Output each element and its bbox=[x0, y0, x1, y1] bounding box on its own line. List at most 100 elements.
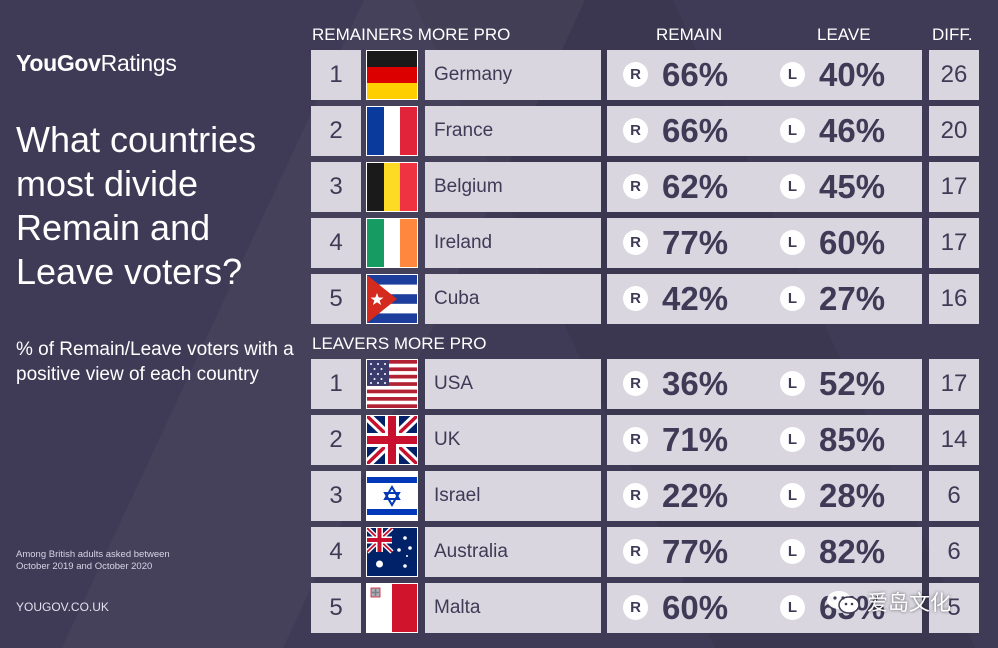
table-row: 2 UK R 71% L 85% 14 bbox=[0, 415, 998, 465]
section-title-leavers: LEAVERS MORE PRO bbox=[312, 334, 487, 353]
remain-value: 66% bbox=[662, 56, 729, 93]
watermark-text: 爱岛文化 bbox=[867, 592, 951, 615]
diff-value: 17 bbox=[929, 218, 979, 268]
country-name: Cuba bbox=[425, 274, 601, 324]
diff-value: 6 bbox=[929, 527, 979, 577]
column-header-remain: REMAIN bbox=[656, 25, 723, 44]
usa-flag bbox=[366, 359, 418, 409]
values-cell: R 36% L 52% bbox=[607, 359, 922, 409]
table-row: 1 USA R 36% L 52% 17 bbox=[0, 359, 998, 409]
logo-bold: YouGov bbox=[16, 50, 101, 76]
methodology-note: Among British adults asked between Octob… bbox=[16, 549, 170, 572]
table-row: 5 Cuba R 42% L 27% 16 bbox=[0, 274, 998, 324]
leave-value: 40% bbox=[819, 56, 886, 93]
leave-badge-icon: L bbox=[780, 427, 805, 452]
leave-value: 45% bbox=[819, 168, 886, 205]
diff-value: 5 bbox=[929, 583, 979, 633]
values-cell: R 71% L 85% bbox=[607, 415, 922, 465]
cuba-flag bbox=[366, 274, 418, 324]
rank-cell: 4 bbox=[311, 218, 361, 268]
table-row: 4 Ireland R 77% L 60% 17 bbox=[0, 218, 998, 268]
germany-flag bbox=[366, 50, 418, 100]
diff-value: 14 bbox=[929, 415, 979, 465]
site-link[interactable]: YOUGOV.CO.UK bbox=[16, 600, 109, 614]
values-cell: R 66% L 46% bbox=[607, 106, 922, 156]
remain-value: 66% bbox=[662, 112, 729, 149]
remain-badge-icon: R bbox=[623, 595, 648, 620]
rank-cell: 2 bbox=[311, 415, 361, 465]
leave-value: 85% bbox=[819, 421, 886, 458]
rank-cell: 3 bbox=[311, 162, 361, 212]
remain-value: 77% bbox=[662, 533, 729, 570]
leave-value: 52% bbox=[819, 365, 886, 402]
country-name: Malta bbox=[425, 583, 601, 633]
leave-value: 82% bbox=[819, 533, 886, 570]
leave-badge-icon: L bbox=[780, 62, 805, 87]
country-name: UK bbox=[425, 415, 601, 465]
leave-badge-icon: L bbox=[780, 371, 805, 396]
remain-badge-icon: R bbox=[623, 539, 648, 564]
rank-cell: 5 bbox=[311, 274, 361, 324]
remain-value: 71% bbox=[662, 421, 729, 458]
values-cell: R60%L65% bbox=[607, 583, 922, 633]
belgium-flag bbox=[366, 162, 418, 212]
remain-badge-icon: R bbox=[623, 483, 648, 508]
malta-flag bbox=[366, 583, 418, 633]
leave-badge-icon: L bbox=[780, 118, 805, 143]
leave-value: 46% bbox=[819, 112, 886, 149]
diff-value: 26 bbox=[929, 50, 979, 100]
chart-subtitle: % of Remain/Leave voters with a positive… bbox=[16, 339, 294, 385]
australia-flag bbox=[366, 527, 418, 577]
rank-cell: 1 bbox=[311, 50, 361, 100]
column-header-leave: LEAVE bbox=[817, 25, 871, 44]
values-cell: R 22% L 28% bbox=[607, 471, 922, 521]
values-cell: R 62% L 45% bbox=[607, 162, 922, 212]
diff-value: 16 bbox=[929, 274, 979, 324]
leave-badge-icon: L bbox=[780, 286, 805, 311]
diff-value: 6 bbox=[929, 471, 979, 521]
remain-value: 22% bbox=[662, 477, 729, 514]
remain-value: 62% bbox=[662, 168, 729, 205]
uk-flag bbox=[366, 415, 418, 465]
remain-badge-icon: R bbox=[623, 371, 648, 396]
table-row: 3 Belgium R 62% L 45% 17 bbox=[0, 162, 998, 212]
remain-value: 42% bbox=[662, 280, 729, 317]
leave-value: 27% bbox=[819, 280, 886, 317]
country-name: France bbox=[425, 106, 601, 156]
leave-value: 60% bbox=[819, 224, 886, 261]
rank-cell: 5 bbox=[311, 583, 361, 633]
rank-cell: 1 bbox=[311, 359, 361, 409]
diff-value: 17 bbox=[929, 162, 979, 212]
yougov-ratings-logo: YouGovRatings bbox=[16, 50, 177, 77]
values-cell: R 66% L 40% bbox=[607, 50, 922, 100]
diff-value: 20 bbox=[929, 106, 979, 156]
table-row: 1 Germany R 66% L 40% 26 bbox=[0, 50, 998, 100]
country-name: Belgium bbox=[425, 162, 601, 212]
leave-value: 28% bbox=[819, 477, 886, 514]
france-flag bbox=[366, 106, 418, 156]
logo-light: Ratings bbox=[100, 50, 177, 76]
rank-cell: 2 bbox=[311, 106, 361, 156]
remain-badge-icon: R bbox=[623, 174, 648, 199]
watermark: 爱岛文化 bbox=[825, 587, 951, 617]
table-row: 2 France R 66% L 46% 20 bbox=[0, 106, 998, 156]
country-name: USA bbox=[425, 359, 601, 409]
country-name: Australia bbox=[425, 527, 601, 577]
values-cell: R 77% L 82% bbox=[607, 527, 922, 577]
israel-flag bbox=[366, 471, 418, 521]
column-header-diff: DIFF. bbox=[932, 25, 973, 44]
remain-value: 60% bbox=[662, 589, 729, 626]
table-row: 3 Israel R 22% L 28% 6 bbox=[0, 471, 998, 521]
remain-value: 36% bbox=[662, 365, 729, 402]
remain-badge-icon: R bbox=[623, 118, 648, 143]
leave-badge-icon: L bbox=[780, 539, 805, 564]
leave-badge-icon: L bbox=[780, 230, 805, 255]
page-title: What countries most divide Remain and Le… bbox=[16, 119, 257, 292]
remain-value: 77% bbox=[662, 224, 729, 261]
leave-badge-icon: L bbox=[780, 483, 805, 508]
wechat-icon bbox=[827, 591, 860, 614]
leave-badge-icon: L bbox=[780, 174, 805, 199]
remain-badge-icon: R bbox=[623, 230, 648, 255]
remain-badge-icon: R bbox=[623, 427, 648, 452]
